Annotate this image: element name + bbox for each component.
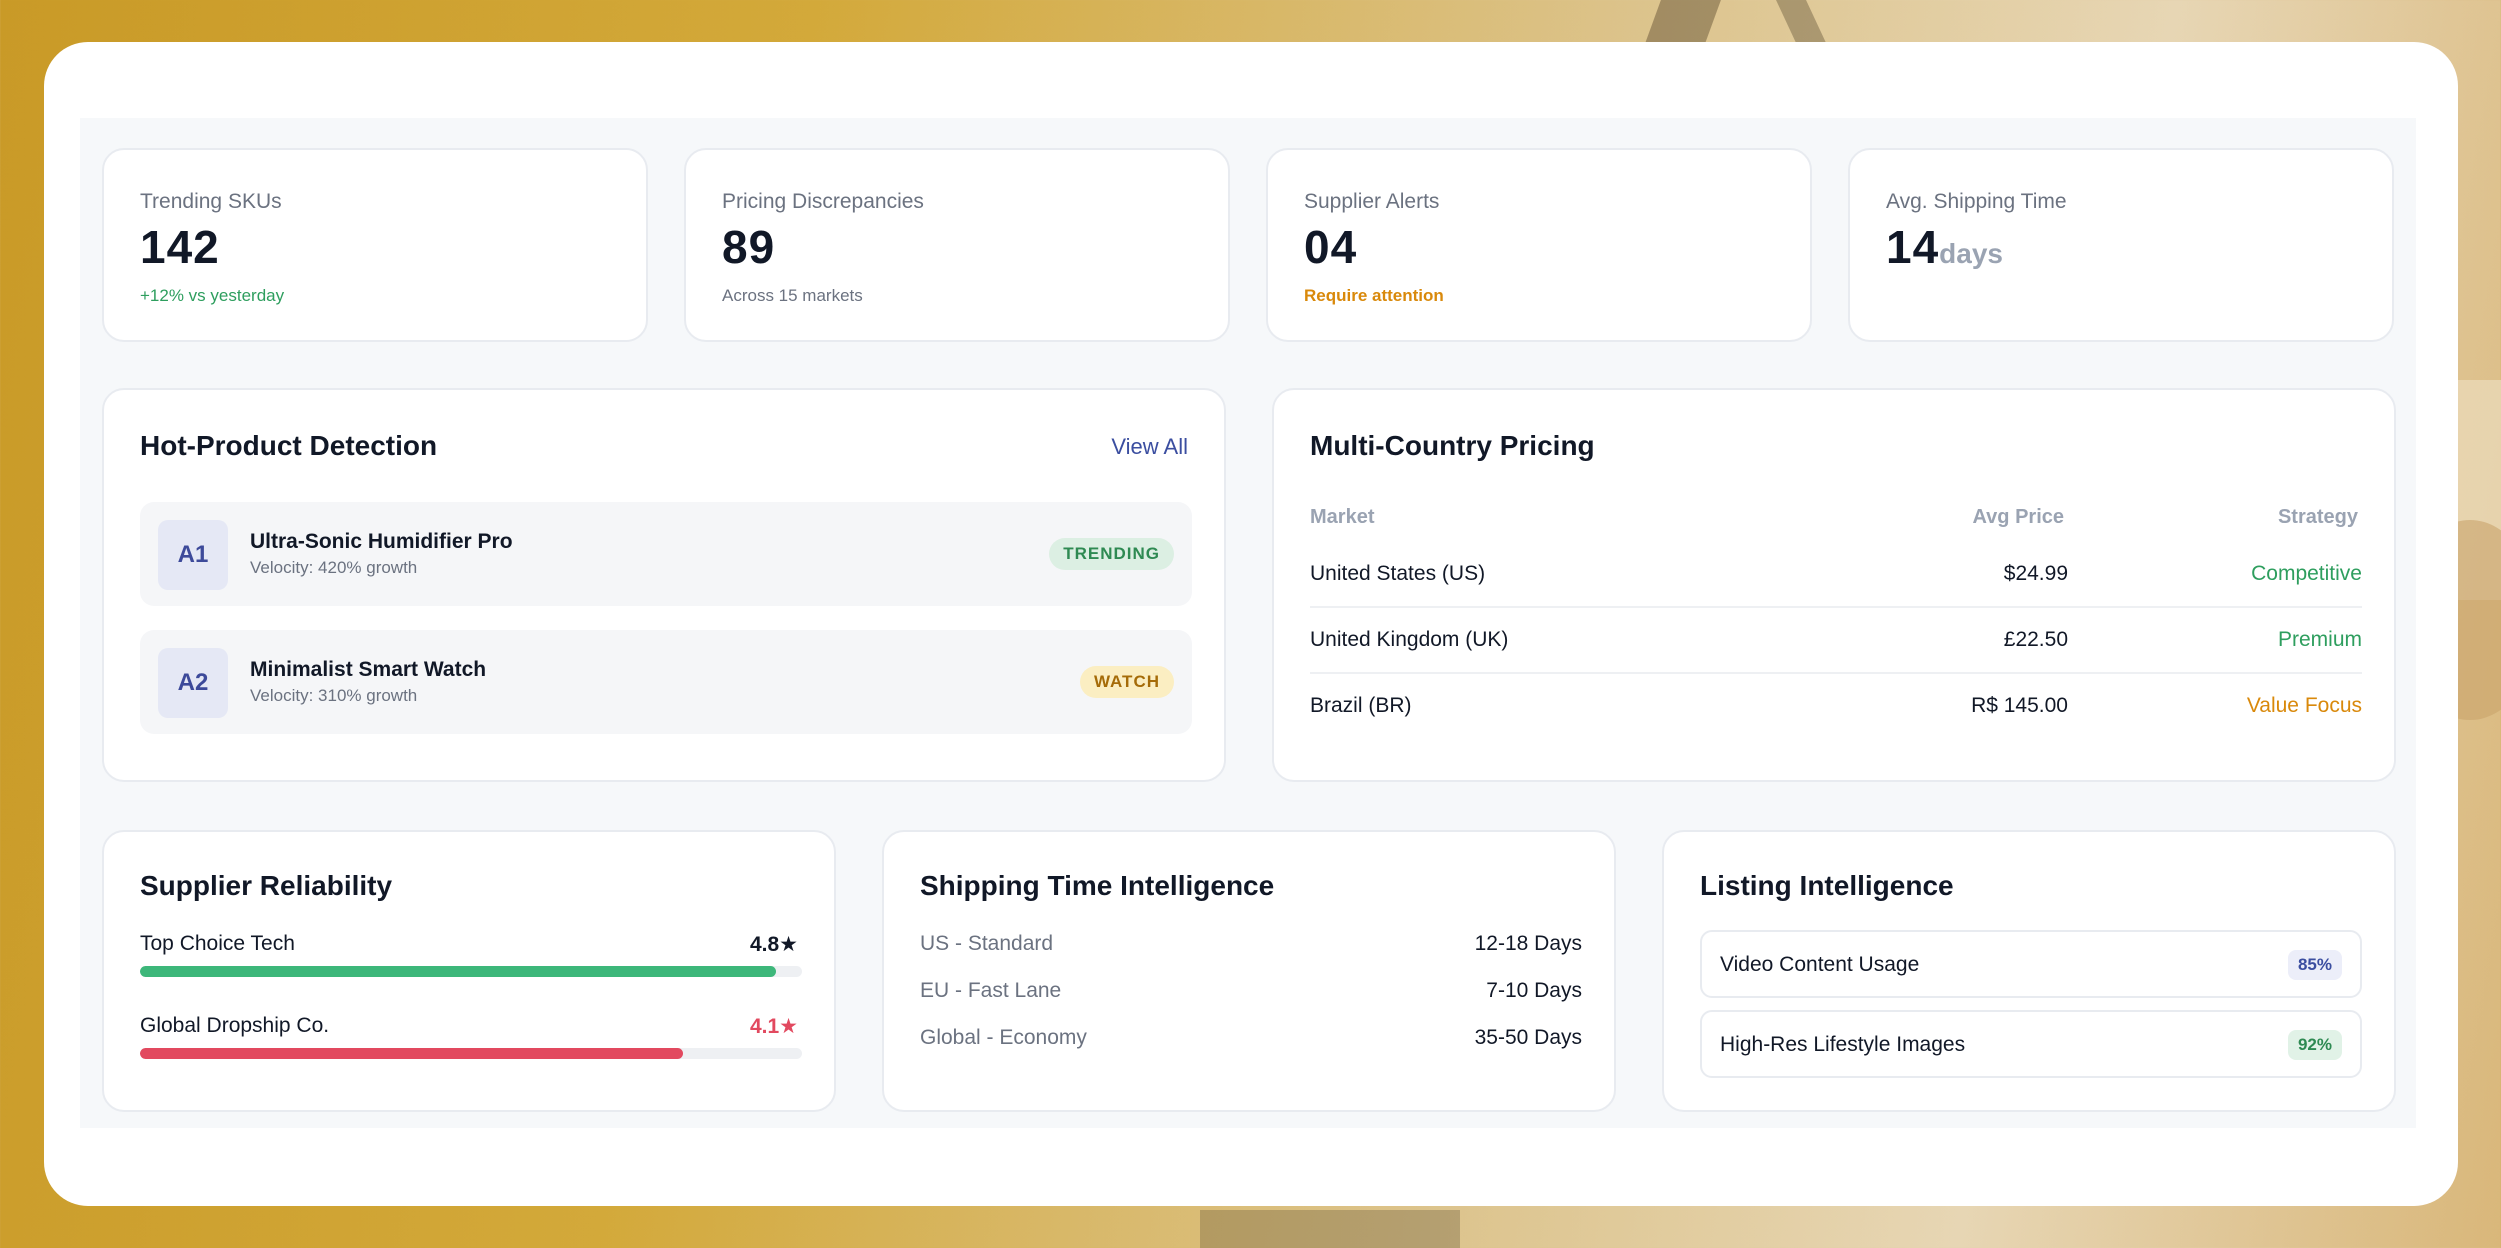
shipping-time-panel: Shipping Time Intelligence US - Standard… [882,830,1616,1112]
supplier-score: 4.8★ [749,933,798,956]
shipping-route: US - Standard [920,932,1054,955]
panel-title: Listing Intelligence [1700,870,1954,901]
stat-label: Pricing Discrepancies [722,190,924,213]
product-velocity: Velocity: 420% growth [250,558,418,577]
column-header-market: Market [1310,506,1375,528]
market-cell: Brazil (BR) [1310,694,1412,717]
product-rank-badge: A2 [158,648,228,718]
product-rank-badge: A1 [158,520,228,590]
dashboard: Trending SKUs 142 +12% vs yesterday Pric… [80,118,2416,1128]
stat-value: 142 [140,221,220,273]
supplier-score: 4.1★ [749,1015,798,1038]
product-name: Ultra-Sonic Humidifier Pro [250,530,513,553]
listing-metric[interactable]: High-Res Lifestyle Images 92% [1700,1010,2362,1078]
panel-title: Shipping Time Intelligence [920,870,1275,901]
supplier-name: Global Dropship Co. [140,1014,330,1037]
price-cell: $24.99 [2003,562,2068,585]
hot-product-item[interactable]: A1 Ultra-Sonic Humidifier Pro Velocity: … [140,502,1192,606]
table-row[interactable]: Brazil (BR) R$ 145.00 Value Focus [1310,674,2362,740]
supplier-name: Top Choice Tech [140,932,295,955]
background-decoration [1200,1210,1460,1248]
stat-subtext: Across 15 markets [722,286,863,305]
reliability-bar [140,1048,802,1059]
stat-label: Supplier Alerts [1304,190,1440,213]
stat-card-avg-shipping-time[interactable]: Avg. Shipping Time 14days [1848,148,2394,342]
shipping-route: EU - Fast Lane [920,979,1062,1002]
stat-subtext: Require attention [1304,286,1444,305]
stat-label: Avg. Shipping Time [1886,190,2067,213]
hot-product-item[interactable]: A2 Minimalist Smart Watch Velocity: 310%… [140,630,1192,734]
market-cell: United Kingdom (UK) [1310,628,1509,651]
shipping-duration: 7-10 Days [1486,979,1582,1002]
status-badge: WATCH [1079,666,1174,698]
shipping-row: Global - Economy 35-50 Days [920,1026,1582,1062]
reliability-bar [140,966,802,977]
panel-title: Supplier Reliability [140,870,393,901]
strategy-cell: Value Focus [2246,694,2362,717]
reliability-bar-fill [140,1048,683,1059]
shipping-row: US - Standard 12-18 Days [920,932,1582,968]
strategy-cell: Competitive [2251,562,2362,585]
stat-card-supplier-alerts[interactable]: Supplier Alerts 04 Require attention [1266,148,1812,342]
product-name: Minimalist Smart Watch [250,658,487,681]
price-cell: £22.50 [2003,628,2068,651]
listing-metric[interactable]: Video Content Usage 85% [1700,930,2362,998]
price-cell: R$ 145.00 [1971,694,2068,717]
stat-subtext: +12% vs yesterday [140,286,285,305]
stat-label: Trending SKUs [140,190,282,213]
listing-intelligence-panel: Listing Intelligence Video Content Usage… [1662,830,2396,1112]
product-velocity: Velocity: 310% growth [250,686,418,705]
strategy-cell: Premium [2277,628,2362,651]
market-cell: United States (US) [1310,562,1486,585]
stat-card-trending-skus[interactable]: Trending SKUs 142 +12% vs yesterday [102,148,648,342]
stat-value: 14days [1886,221,2003,273]
table-row[interactable]: United States (US) $24.99 Competitive [1310,542,2362,608]
listing-metric-label: High-Res Lifestyle Images [1720,1033,1966,1056]
status-badge: TRENDING [1049,538,1174,570]
listing-metric-percent: 92% [2287,1030,2342,1060]
shipping-duration: 35-50 Days [1474,1026,1582,1049]
supplier-reliability-panel: Supplier Reliability Top Choice Tech 4.8… [102,830,836,1112]
shipping-duration: 12-18 Days [1474,932,1582,955]
listing-metric-label: Video Content Usage [1720,953,1920,976]
listing-metric-percent: 85% [2287,950,2342,980]
reliability-bar-fill [140,966,776,977]
stat-unit: days [1939,238,2003,269]
multi-country-pricing-panel: Multi-Country Pricing Market Avg Price S… [1272,388,2396,782]
panel-title: Multi-Country Pricing [1310,430,1595,461]
stat-value: 89 [722,221,776,273]
column-header-avg-price: Avg Price [1972,506,2064,528]
hot-product-detection-panel: Hot-Product Detection View All A1 Ultra-… [102,388,1226,782]
stat-value: 04 [1304,221,1358,273]
shipping-route: Global - Economy [920,1026,1087,1049]
stat-card-pricing-discrepancies[interactable]: Pricing Discrepancies 89 Across 15 marke… [684,148,1230,342]
view-all-link[interactable]: View All [1111,434,1188,459]
column-header-strategy: Strategy [2277,506,2358,528]
table-row[interactable]: United Kingdom (UK) £22.50 Premium [1310,608,2362,674]
panel-title: Hot-Product Detection [140,430,438,461]
shipping-row: EU - Fast Lane 7-10 Days [920,979,1582,1015]
